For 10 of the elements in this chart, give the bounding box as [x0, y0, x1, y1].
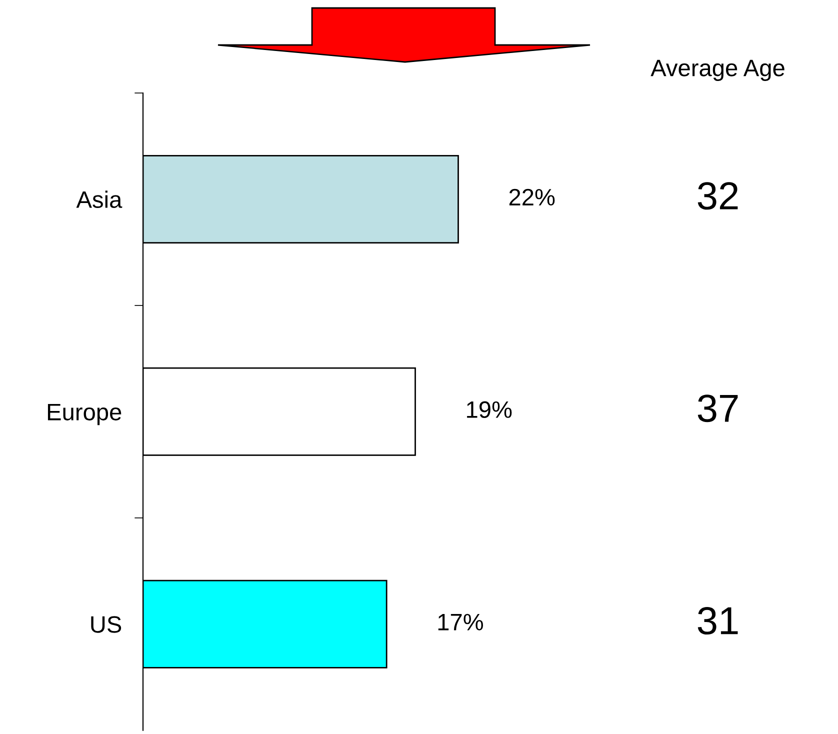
- text: 32: [698, 182, 738, 210]
- y-tick-label: US: [91, 616, 122, 633]
- data-label: 19%: [467, 401, 512, 418]
- text: 31: [698, 607, 738, 635]
- text: Average Age: [650, 60, 784, 82]
- data-label: 22%: [509, 188, 555, 206]
- data-label: 17%: [438, 614, 484, 630]
- y-tick-label: Asia: [76, 190, 122, 208]
- text: 37: [698, 394, 738, 422]
- y-tick-label: Europe: [48, 404, 122, 426]
